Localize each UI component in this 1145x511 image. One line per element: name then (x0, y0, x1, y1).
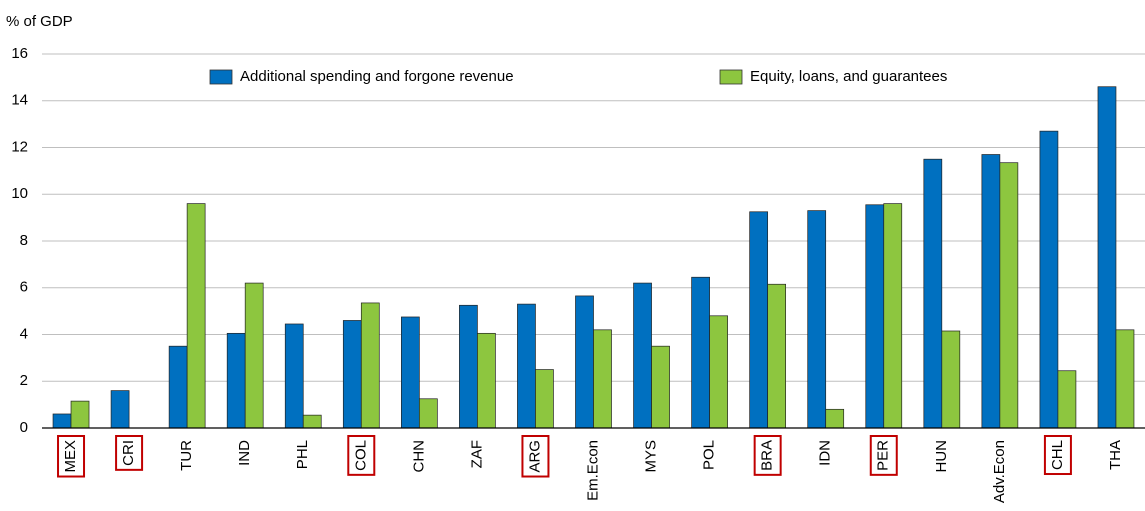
bar (186, 203, 206, 429)
x-tick-label: BRA (759, 440, 776, 471)
highlight-box (57, 434, 86, 478)
x-tick-label: PER (875, 440, 892, 471)
x-tick-label: IND (236, 440, 253, 466)
x-tick-label: COL (352, 440, 369, 471)
bar (360, 302, 380, 429)
bar (883, 203, 903, 429)
highlight-box (869, 435, 898, 476)
bar (651, 345, 670, 429)
y-axis-label: % of GDP (6, 13, 73, 30)
bar (1039, 130, 1059, 429)
x-tick-label: THA (1107, 440, 1124, 470)
highlight-box (521, 435, 550, 478)
bar (168, 345, 188, 429)
x-tick-label: CHL (1049, 440, 1066, 470)
x-tick-label: MEX (62, 440, 79, 473)
bar (52, 413, 72, 429)
legend-label: Equity, loans, and guarantees (750, 68, 947, 85)
bar (517, 303, 536, 429)
y-tick-label: 10 (11, 185, 28, 202)
bar (691, 276, 710, 429)
x-tick-label: ZAF (468, 440, 485, 468)
bar (941, 330, 961, 429)
highlight-box (753, 435, 782, 476)
y-tick-label: 2 (20, 372, 28, 389)
bar (244, 282, 264, 429)
bar (342, 320, 362, 429)
x-tick-label: CRI (120, 440, 137, 466)
x-tick-label: POL (701, 440, 718, 470)
bar (1097, 86, 1117, 429)
bar (226, 332, 246, 429)
bar (923, 158, 943, 429)
highlight-box (1043, 434, 1072, 476)
legend-label: Additional spending and forgone revenue (240, 68, 514, 85)
y-tick-label: 14 (11, 92, 28, 109)
bar (807, 210, 827, 429)
y-tick-label: 16 (11, 45, 28, 62)
y-tick-label: 8 (20, 232, 28, 249)
bar (1057, 370, 1077, 429)
x-tick-label: IDN (817, 440, 834, 466)
x-tick-label: Em.Econ (584, 440, 601, 501)
bar (767, 283, 787, 429)
bar (70, 400, 90, 429)
y-tick-label: 12 (11, 138, 28, 155)
x-tick-label: MYS (643, 440, 660, 473)
highlight-box (347, 435, 376, 476)
x-tick-label: PHL (294, 440, 311, 469)
bar (459, 304, 478, 429)
bar (575, 295, 594, 429)
bar (302, 414, 322, 429)
bar (633, 282, 652, 429)
x-tick-label: ARG (526, 440, 543, 473)
bar (477, 332, 496, 429)
x-tick-label: Adv.Econ (991, 440, 1008, 503)
bar (110, 390, 130, 429)
bar (865, 204, 885, 429)
bar (1115, 329, 1135, 429)
highlight-box (115, 435, 144, 471)
bar (535, 369, 554, 429)
y-tick-label: 6 (20, 279, 28, 296)
x-tick-label: HUN (933, 440, 950, 473)
x-tick-label: CHN (410, 440, 427, 473)
bar (709, 315, 728, 429)
bar (400, 316, 420, 429)
bar (284, 323, 304, 429)
y-tick-label: 4 (20, 325, 28, 342)
bar (749, 211, 769, 429)
x-tick-label: TUR (178, 440, 195, 471)
legend-swatch (209, 69, 233, 85)
legend-swatch (719, 69, 743, 85)
bar (593, 329, 612, 429)
y-tick-label: 0 (20, 419, 28, 436)
bar (825, 408, 845, 429)
bar (981, 154, 1001, 429)
bar (418, 398, 438, 429)
bar (999, 162, 1019, 429)
